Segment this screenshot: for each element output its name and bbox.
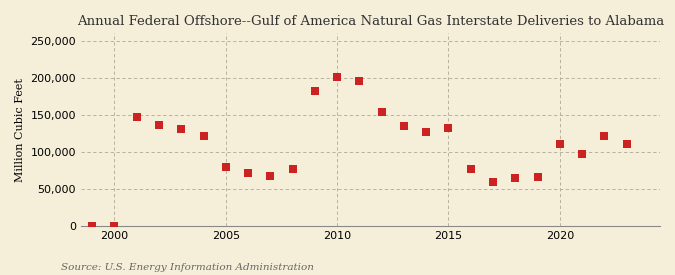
Point — [265, 173, 275, 178]
Point — [421, 130, 431, 134]
Point — [132, 115, 142, 119]
Point — [109, 224, 120, 228]
Point — [287, 167, 298, 171]
Text: Source: U.S. Energy Information Administration: Source: U.S. Energy Information Administ… — [61, 263, 314, 272]
Point — [443, 126, 454, 130]
Point — [242, 170, 253, 175]
Point — [354, 79, 364, 84]
Point — [398, 124, 409, 128]
Point — [331, 75, 342, 79]
Point — [198, 133, 209, 138]
Point — [176, 127, 187, 131]
Point — [576, 152, 587, 156]
Point — [621, 142, 632, 147]
Point — [376, 110, 387, 114]
Point — [599, 133, 610, 138]
Point — [220, 164, 231, 169]
Point — [87, 224, 98, 228]
Point — [465, 167, 476, 171]
Point — [554, 142, 565, 147]
Point — [309, 89, 320, 93]
Title: Annual Federal Offshore--Gulf of America Natural Gas Interstate Deliveries to Al: Annual Federal Offshore--Gulf of America… — [77, 15, 664, 28]
Point — [487, 180, 498, 185]
Point — [510, 176, 520, 181]
Y-axis label: Million Cubic Feet: Million Cubic Feet — [15, 78, 25, 182]
Point — [532, 175, 543, 179]
Point — [154, 123, 165, 127]
